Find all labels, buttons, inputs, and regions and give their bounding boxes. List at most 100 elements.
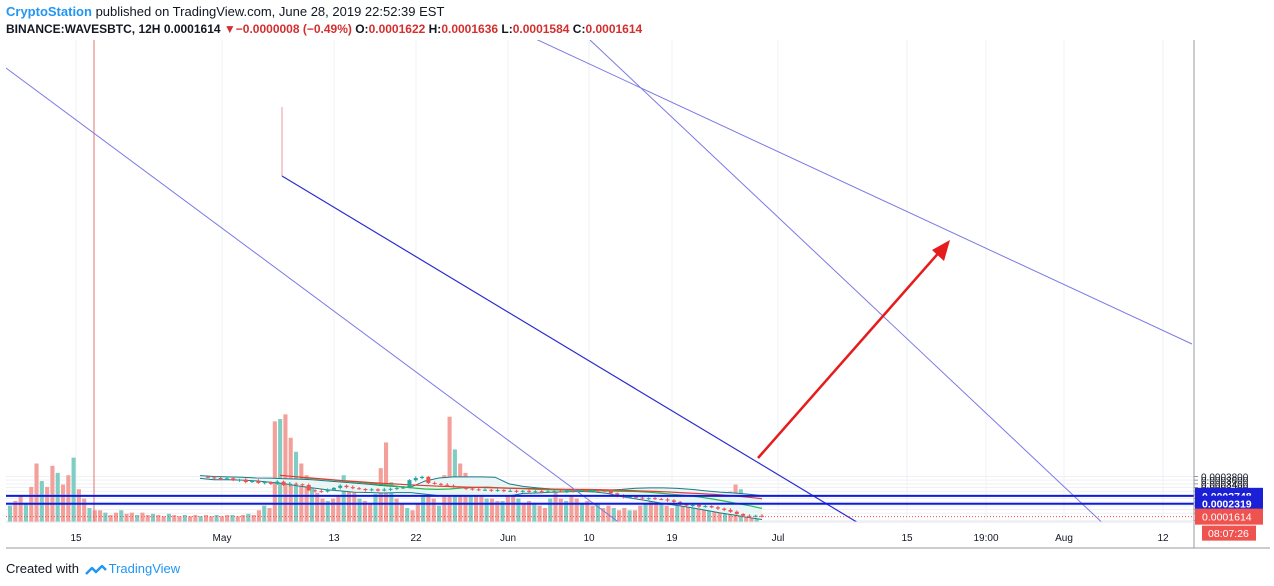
volume-bar xyxy=(331,498,336,522)
volume-bar xyxy=(479,496,484,522)
volume-bar xyxy=(548,498,553,522)
volume-bar xyxy=(511,493,516,522)
down-arrow-icon: ▼ xyxy=(223,22,236,36)
volume-bar xyxy=(166,513,171,522)
volume-bar xyxy=(648,500,653,522)
candle-body xyxy=(388,488,393,490)
volume-bar xyxy=(119,510,124,522)
candle-body xyxy=(665,499,670,501)
candle-body xyxy=(489,489,494,491)
candle-body xyxy=(747,515,752,517)
candle-body xyxy=(634,496,639,498)
slow-moving-average-line xyxy=(279,474,763,500)
level-price-label: 0.0002319 xyxy=(1202,499,1252,511)
volume-bar xyxy=(177,516,182,522)
candle-body xyxy=(495,490,500,492)
volume-bar xyxy=(124,513,129,522)
author-name[interactable]: CryptoStation xyxy=(6,4,92,19)
volume-bar xyxy=(82,498,87,522)
volume-bar xyxy=(219,516,224,522)
volume-bar xyxy=(691,503,696,522)
volume-bar xyxy=(489,498,495,522)
volume-bar xyxy=(188,516,193,522)
candle-body xyxy=(583,490,588,492)
low-value: 0.0001584 xyxy=(512,22,570,36)
volume-bar xyxy=(161,516,166,522)
volume-bar xyxy=(13,500,18,522)
volume-bar xyxy=(399,504,404,522)
volume-bar xyxy=(251,514,256,522)
volume-bar xyxy=(293,451,299,522)
candle-body xyxy=(438,483,443,485)
volume-bar xyxy=(209,516,214,522)
volume-bar xyxy=(336,496,341,522)
volume-bar xyxy=(156,514,161,522)
volume-bar xyxy=(521,503,526,522)
volume-bar xyxy=(389,482,394,522)
x-tick-label: 10 xyxy=(583,533,595,544)
footer: Created with TradingView xyxy=(6,561,180,576)
level-price-tag xyxy=(1195,495,1263,512)
candle-body xyxy=(212,477,217,479)
candle-body xyxy=(470,488,475,490)
candle-body xyxy=(445,484,450,486)
candle-body xyxy=(426,476,431,483)
candle-body xyxy=(753,515,758,517)
published-text: published on TradingView.com, June 28, 2… xyxy=(95,4,445,19)
candle-body xyxy=(508,490,513,492)
volume-bar xyxy=(669,507,675,522)
candle-body xyxy=(533,491,538,493)
candle-body xyxy=(602,490,607,492)
lower-channel-line xyxy=(281,175,858,522)
volume-bar xyxy=(431,498,436,522)
volume-bar xyxy=(193,514,198,522)
candle-body xyxy=(375,489,380,491)
last-price-label: 0.0001614 xyxy=(1202,512,1252,524)
candle-body xyxy=(331,487,336,490)
candle-body xyxy=(615,493,620,496)
volume-bar xyxy=(39,481,44,522)
candle-body xyxy=(527,490,532,492)
volume-bar xyxy=(203,514,209,522)
candle-body xyxy=(703,506,708,508)
candle-body xyxy=(275,481,280,484)
candle-body xyxy=(407,480,412,488)
volume-bar xyxy=(484,498,489,522)
close-value: 0.0001614 xyxy=(585,22,643,36)
close-label: C: xyxy=(572,22,586,36)
candle-body xyxy=(306,484,311,491)
volume-bar xyxy=(558,498,563,522)
x-tick-label: 13 xyxy=(328,533,340,544)
volume-bar xyxy=(410,510,415,522)
volume-bar xyxy=(182,514,187,522)
volume-bar xyxy=(606,505,611,522)
candle-body xyxy=(231,478,236,481)
candle-body xyxy=(646,498,651,500)
y-tick-label: 0.0003600 xyxy=(1201,476,1249,487)
volume-bar xyxy=(680,500,685,522)
tradingview-brand[interactable]: TradingView xyxy=(108,561,181,576)
volume-bar xyxy=(278,419,283,522)
volume-bar xyxy=(235,516,240,522)
x-tick-label: Jun xyxy=(500,533,516,544)
candle-body xyxy=(313,490,318,492)
candle-body xyxy=(552,491,557,493)
volume-bar xyxy=(76,489,81,522)
open-label: O: xyxy=(355,22,369,36)
tradingview-logo-icon xyxy=(84,564,107,575)
volume-bar xyxy=(92,510,97,522)
candle-body xyxy=(728,509,733,512)
candle-body xyxy=(520,490,525,492)
volume-bar xyxy=(108,514,113,522)
volume-bar xyxy=(214,514,219,522)
x-tick-label: 19:00 xyxy=(973,533,998,544)
candle-body xyxy=(357,488,362,490)
high-label: H: xyxy=(428,22,442,36)
projection-arrow xyxy=(757,248,943,459)
volume-bar xyxy=(590,505,595,522)
candle-body xyxy=(722,508,727,510)
upper-channel-line xyxy=(536,40,1193,345)
candle-body xyxy=(394,487,399,489)
x-tick-label: 19 xyxy=(666,533,678,544)
